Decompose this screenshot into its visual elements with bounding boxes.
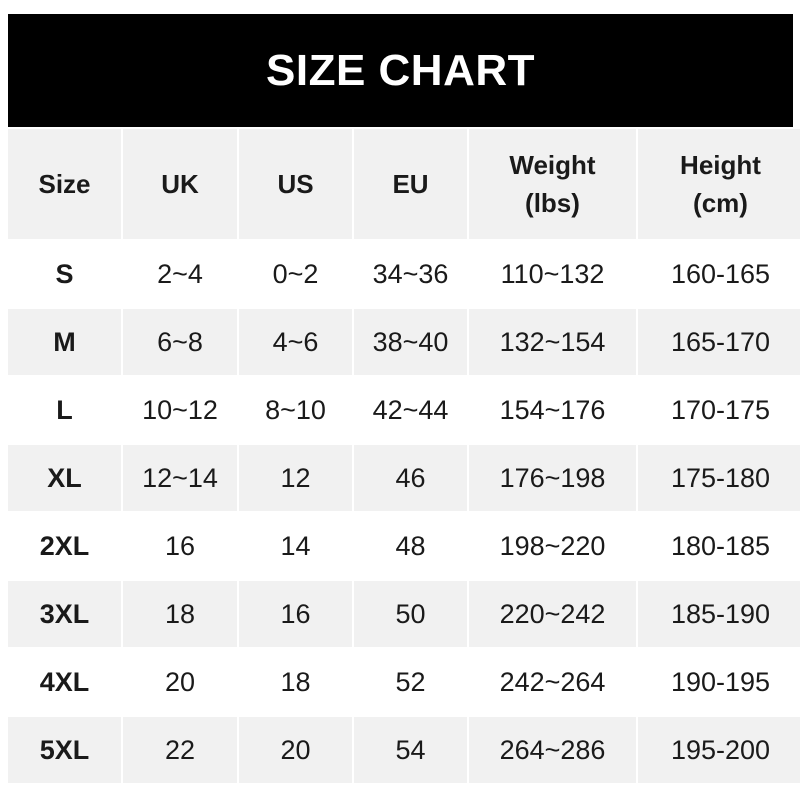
cell-us: 12 bbox=[239, 445, 352, 511]
cell-eu: 50 bbox=[354, 581, 467, 647]
cell-uk: 22 bbox=[123, 717, 237, 783]
cell-weight: 198~220 bbox=[469, 513, 636, 579]
cell-weight: 110~132 bbox=[469, 241, 636, 307]
cell-eu: 54 bbox=[354, 717, 467, 783]
cell-height: 180-185 bbox=[638, 513, 800, 579]
header-height: Height (cm) bbox=[638, 129, 800, 239]
cell-size: XL bbox=[8, 445, 121, 511]
cell-size: L bbox=[8, 377, 121, 443]
cell-eu: 46 bbox=[354, 445, 467, 511]
table-row: XL 12~14 12 46 176~198 175-180 bbox=[8, 445, 800, 511]
table-row: 5XL 22 20 54 264~286 195-200 bbox=[8, 717, 800, 783]
cell-eu: 48 bbox=[354, 513, 467, 579]
header-size: Size bbox=[8, 129, 121, 239]
size-table: Size UK US EU Weight (lbs) Height (cm) S 2~… bbox=[6, 127, 800, 785]
header-uk: UK bbox=[123, 129, 237, 239]
header-height-line2: (cm) bbox=[693, 188, 748, 218]
cell-eu: 34~36 bbox=[354, 241, 467, 307]
table-row: 4XL 20 18 52 242~264 190-195 bbox=[8, 649, 800, 715]
cell-size: 2XL bbox=[8, 513, 121, 579]
table-row: 2XL 16 14 48 198~220 180-185 bbox=[8, 513, 800, 579]
cell-size: 4XL bbox=[8, 649, 121, 715]
header-height-line1: Height bbox=[680, 150, 761, 180]
cell-height: 165-170 bbox=[638, 309, 800, 375]
size-chart: SIZE CHART Size UK US EU Weight (lbs) Hei… bbox=[8, 14, 800, 785]
cell-us: 8~10 bbox=[239, 377, 352, 443]
cell-height: 175-180 bbox=[638, 445, 800, 511]
cell-height: 185-190 bbox=[638, 581, 800, 647]
header-weight-line2: (lbs) bbox=[525, 188, 580, 218]
table-row: S 2~4 0~2 34~36 110~132 160-165 bbox=[8, 241, 800, 307]
cell-us: 20 bbox=[239, 717, 352, 783]
cell-uk: 12~14 bbox=[123, 445, 237, 511]
cell-us: 0~2 bbox=[239, 241, 352, 307]
table-row: 3XL 18 16 50 220~242 185-190 bbox=[8, 581, 800, 647]
cell-weight: 176~198 bbox=[469, 445, 636, 511]
cell-weight: 220~242 bbox=[469, 581, 636, 647]
cell-height: 195-200 bbox=[638, 717, 800, 783]
cell-height: 190-195 bbox=[638, 649, 800, 715]
cell-uk: 2~4 bbox=[123, 241, 237, 307]
cell-uk: 18 bbox=[123, 581, 237, 647]
cell-weight: 132~154 bbox=[469, 309, 636, 375]
chart-title: SIZE CHART bbox=[8, 14, 793, 127]
cell-eu: 52 bbox=[354, 649, 467, 715]
cell-weight: 264~286 bbox=[469, 717, 636, 783]
cell-uk: 6~8 bbox=[123, 309, 237, 375]
cell-size: S bbox=[8, 241, 121, 307]
table-row: M 6~8 4~6 38~40 132~154 165-170 bbox=[8, 309, 800, 375]
cell-eu: 42~44 bbox=[354, 377, 467, 443]
cell-eu: 38~40 bbox=[354, 309, 467, 375]
cell-us: 18 bbox=[239, 649, 352, 715]
cell-size: M bbox=[8, 309, 121, 375]
cell-uk: 10~12 bbox=[123, 377, 237, 443]
header-us: US bbox=[239, 129, 352, 239]
cell-height: 160-165 bbox=[638, 241, 800, 307]
header-weight-line1: Weight bbox=[509, 150, 596, 180]
cell-uk: 16 bbox=[123, 513, 237, 579]
cell-weight: 154~176 bbox=[469, 377, 636, 443]
cell-us: 16 bbox=[239, 581, 352, 647]
header-weight: Weight (lbs) bbox=[469, 129, 636, 239]
cell-height: 170-175 bbox=[638, 377, 800, 443]
header-eu: EU bbox=[354, 129, 467, 239]
cell-us: 4~6 bbox=[239, 309, 352, 375]
header-row: Size UK US EU Weight (lbs) Height (cm) bbox=[8, 129, 800, 239]
cell-uk: 20 bbox=[123, 649, 237, 715]
cell-size: 3XL bbox=[8, 581, 121, 647]
cell-us: 14 bbox=[239, 513, 352, 579]
cell-size: 5XL bbox=[8, 717, 121, 783]
table-row: L 10~12 8~10 42~44 154~176 170-175 bbox=[8, 377, 800, 443]
cell-weight: 242~264 bbox=[469, 649, 636, 715]
